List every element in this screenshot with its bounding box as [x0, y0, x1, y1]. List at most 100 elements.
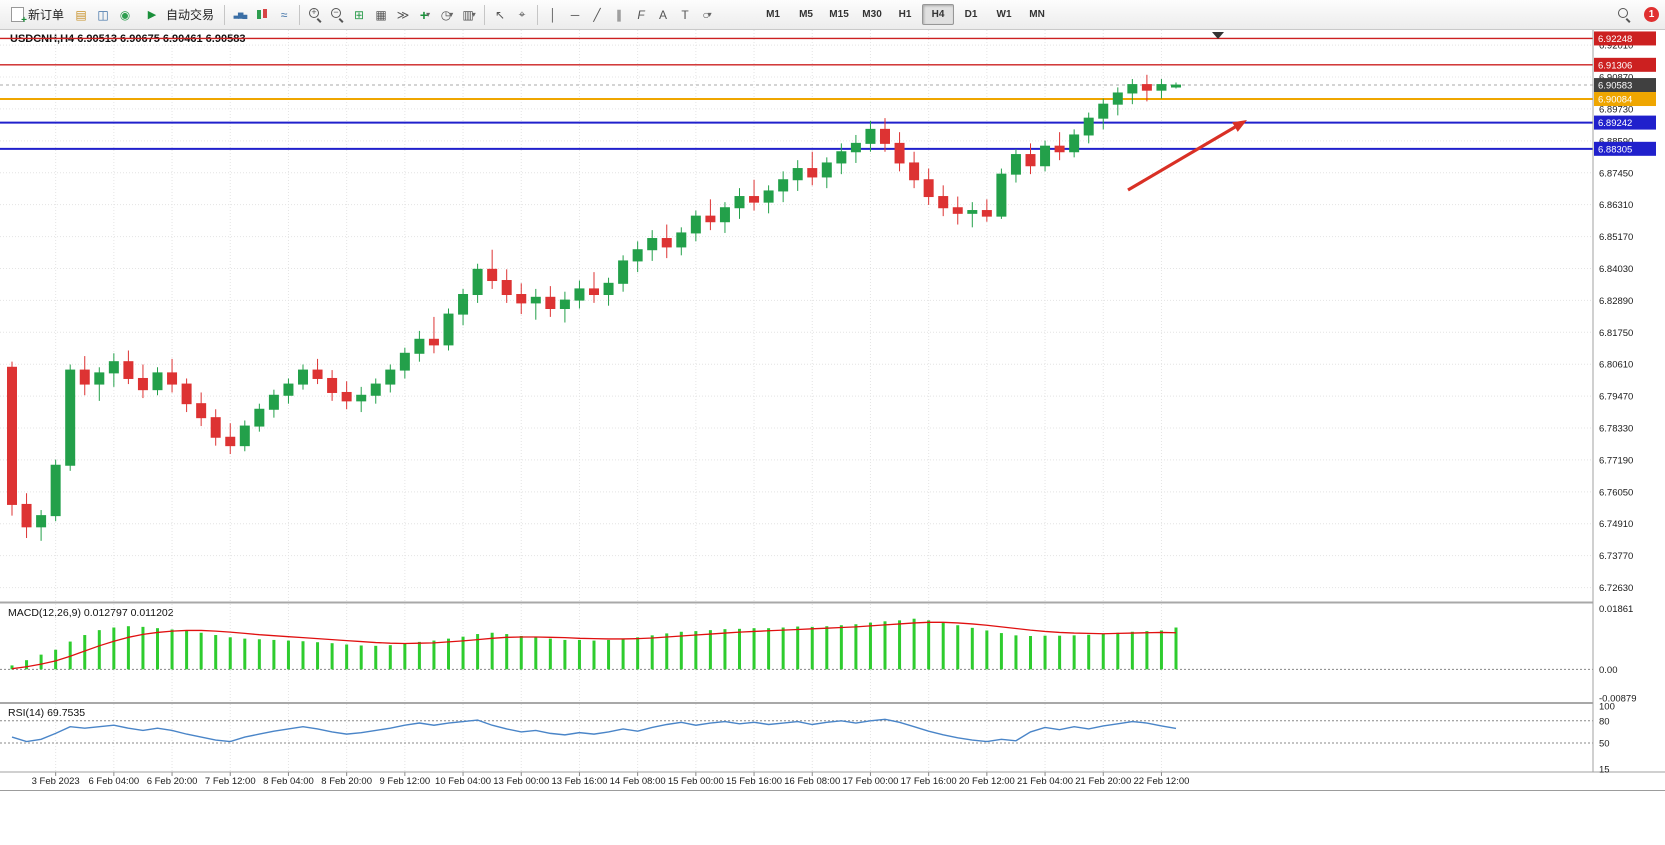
market-watch-icon[interactable]: ◫ [97, 7, 109, 22]
price-axis-label: 6.85170 [1599, 232, 1633, 243]
periods-icon[interactable]: ◷ ▾ [440, 7, 454, 22]
candle [850, 134, 861, 163]
candle [967, 202, 978, 228]
candle [1098, 98, 1109, 130]
candle [458, 288, 469, 326]
bar-chart-icon[interactable]: ▃▆▄ [233, 11, 248, 19]
chart-canvas[interactable]: 3 Feb 2023 6 Feb 04:00 6 Feb 20:00 7 Feb 12… [0, 30, 1665, 790]
quotes-icon[interactable]: ▤ [75, 7, 87, 22]
text-icon[interactable]: A [659, 7, 668, 22]
candle [589, 272, 599, 303]
horizontal-line-icon[interactable]: ─ [570, 7, 580, 22]
notification-badge[interactable]: 1 [1644, 7, 1659, 22]
rsi-line [11, 718, 1177, 743]
time-axis-label: 9 Feb 12:00 [379, 776, 430, 787]
macd-axis-label: 0.01861 [1599, 604, 1633, 615]
timeframe-button-M15[interactable]: M15 [829, 9, 849, 20]
toolbar: 新订单 ▤ ◫ ◉ ▶ 自动交易 ▃▆▄ ≈ + − ⊞ ▦ ≫ +▾ ◷▾ ▥… [0, 0, 1665, 30]
chart-shift-icon[interactable]: ≫ [396, 7, 410, 22]
timeframe-button-MN[interactable]: MN [1029, 9, 1045, 20]
time-axis-label: 21 Feb 20:00 [1075, 776, 1131, 787]
timeframe-button-D1[interactable]: D1 [964, 9, 978, 20]
candle [327, 370, 338, 401]
autotrading-button[interactable]: ▶ 自动交易 [137, 3, 219, 27]
new-order-label: 新订单 [28, 8, 65, 22]
toolbar-separator [299, 4, 301, 25]
time-axis-label: 13 Feb 16:00 [551, 776, 607, 787]
price-tag-6.88305 [1594, 141, 1656, 156]
search-icon[interactable] [1614, 5, 1634, 25]
vertical-line-icon[interactable]: │ [549, 7, 557, 22]
macd-signal-line [11, 621, 1177, 670]
price-tag-6.92248 [1594, 31, 1656, 46]
timeframe-button-W1[interactable]: W1 [996, 9, 1012, 20]
candle [21, 493, 32, 539]
toolbar-separator [224, 4, 226, 25]
candle [530, 288, 541, 320]
candle [65, 364, 76, 471]
timeframe-button-M5[interactable]: M5 [799, 9, 813, 20]
rsi-indicator-label: RSI(14) 69.7535 [8, 707, 86, 719]
arrange-windows-icon[interactable]: ▦ [375, 7, 387, 22]
candle [676, 227, 687, 256]
candle [996, 168, 1007, 219]
fibonacci-icon[interactable]: F [637, 7, 645, 22]
candle [137, 364, 148, 399]
time-axis-label: 21 Feb 04:00 [1017, 776, 1073, 787]
candle [254, 403, 265, 432]
timeframe-button-M1[interactable]: M1 [766, 9, 780, 20]
candle [239, 420, 250, 452]
candle [1083, 112, 1094, 144]
price-axis-label: 6.84030 [1599, 264, 1633, 275]
shapes-icon[interactable]: ○ ▾ [702, 7, 712, 22]
chart-shift-marker[interactable] [1212, 32, 1224, 39]
cursor-icon[interactable]: ↖ [495, 7, 506, 22]
macd-histogram [10, 618, 1178, 670]
indicators-icon[interactable]: + ▾ [419, 6, 431, 23]
price-axis-label: 6.79470 [1599, 392, 1633, 403]
time-axis-label: 22 Feb 12:00 [1133, 776, 1189, 787]
candle [545, 286, 556, 317]
candle [94, 367, 105, 401]
channel-icon[interactable]: ∥ [616, 7, 623, 22]
candle [690, 210, 701, 242]
candle [909, 151, 920, 189]
trendline-icon[interactable]: ╱ [593, 7, 601, 22]
candle [196, 392, 207, 427]
timeframe-button-M30[interactable]: M30 [862, 9, 882, 20]
candle [501, 269, 512, 303]
candlestick-chart-icon[interactable] [252, 5, 272, 25]
candle [705, 199, 716, 231]
trend-arrow[interactable] [1127, 120, 1247, 192]
price-tag-text: 6.90084 [1598, 95, 1632, 106]
candle [516, 283, 527, 315]
templates-icon[interactable]: ▥ ▾ [462, 7, 476, 22]
macd-indicator-label: MACD(12,26,9) 0.012797 0.011202 [8, 607, 174, 619]
rsi-axis-label: 100 [1599, 702, 1615, 713]
candle [865, 120, 876, 152]
macd-axis-label: -0.00879 [1599, 694, 1637, 705]
candle [283, 378, 294, 404]
label-icon[interactable]: T [681, 7, 689, 22]
signals-icon[interactable]: ◉ [119, 7, 131, 22]
price-axis-label: 6.87450 [1599, 168, 1633, 179]
price-axis-label: 6.90870 [1599, 73, 1633, 84]
zoom-out-icon[interactable]: − [327, 5, 347, 25]
new-order-button[interactable]: 新订单 [6, 4, 69, 26]
time-axis-label: 7 Feb 12:00 [205, 776, 256, 787]
time-axis-label: 16 Feb 08:00 [784, 776, 840, 787]
price-axis-label: 6.73770 [1599, 551, 1633, 562]
timeframe-button-H1[interactable]: H1 [898, 9, 912, 20]
timeframe-button-H4[interactable]: H4 [922, 4, 955, 25]
zoom-in-icon[interactable]: + [305, 5, 325, 25]
crosshair-icon[interactable]: ⌖ [518, 7, 526, 21]
candle [559, 291, 570, 323]
price-tag-6.89242 [1594, 115, 1656, 130]
price-axis-label: 6.76050 [1599, 487, 1633, 498]
candle [79, 356, 90, 396]
candle [618, 255, 629, 292]
price-axis-label: 6.74910 [1599, 519, 1633, 530]
tile-windows-icon[interactable]: ⊞ [354, 7, 365, 22]
line-chart-icon[interactable]: ≈ [280, 7, 288, 22]
